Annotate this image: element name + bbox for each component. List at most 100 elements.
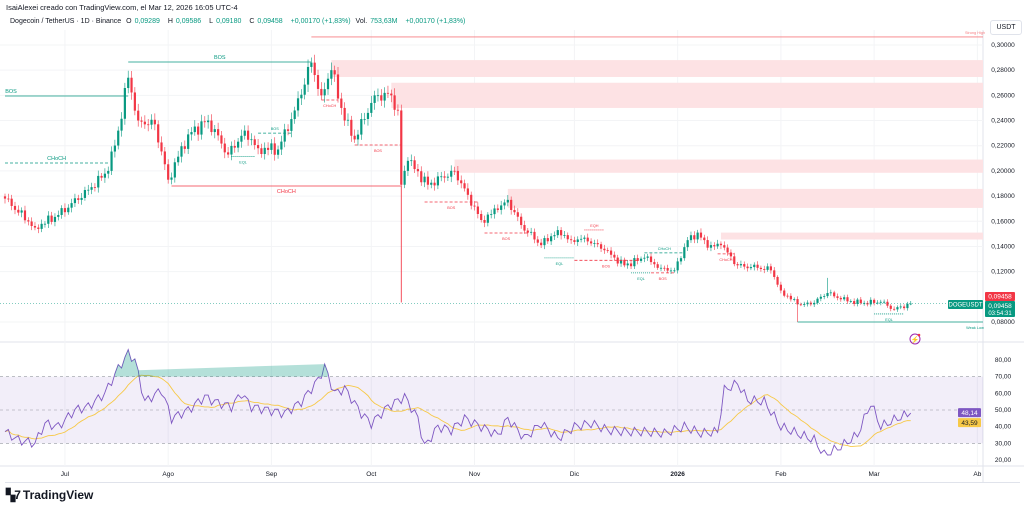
candle-down xyxy=(23,210,27,221)
structure-label: BOS xyxy=(659,277,667,281)
time-axis-label: Nov xyxy=(469,471,481,478)
candle-up xyxy=(170,177,173,180)
candle-down xyxy=(496,208,499,210)
candle-up xyxy=(646,256,649,258)
candle-down xyxy=(50,215,53,222)
open-label: O xyxy=(126,18,132,25)
candle-down xyxy=(320,88,323,96)
rsi-axis-label: 30,00 xyxy=(995,440,1012,447)
currency-button[interactable]: USDT xyxy=(990,20,1022,35)
candle-up xyxy=(47,215,50,224)
candle-down xyxy=(256,145,260,149)
candle-down xyxy=(77,198,80,200)
candle-up xyxy=(826,293,829,297)
volume-label: Vol. xyxy=(355,18,368,25)
rsi-axis-label: 40,00 xyxy=(995,424,1012,431)
candle-down xyxy=(536,239,539,243)
candle-up xyxy=(363,118,366,120)
candle-down xyxy=(653,262,656,265)
candle-down xyxy=(260,148,263,155)
structure-label: CHoCH xyxy=(658,247,671,251)
price-change: +0,00170 (+1,83%) xyxy=(290,18,351,25)
candle-down xyxy=(443,176,446,178)
candle-up xyxy=(659,267,663,269)
candle-down xyxy=(839,297,842,300)
candle-down xyxy=(386,92,390,94)
candle-down xyxy=(33,226,37,228)
candle-down xyxy=(746,266,749,269)
candle-down xyxy=(476,206,479,214)
candle-down xyxy=(416,169,420,172)
candle-up xyxy=(276,149,280,155)
time-axis-label: Sep xyxy=(266,471,278,478)
candle-up xyxy=(97,175,100,188)
candle-up xyxy=(446,176,449,178)
candle-up xyxy=(53,216,57,222)
symbol-title[interactable]: Dogecoin / TetherUS · 1D · Binance xyxy=(10,18,122,25)
time-axis-label: Ago xyxy=(162,471,174,478)
rsi-axis-label: 70,00 xyxy=(995,374,1012,381)
candle-down xyxy=(140,120,143,122)
candle-down xyxy=(137,110,140,121)
candle-down xyxy=(903,306,906,309)
candle-down xyxy=(603,248,606,251)
candle-up xyxy=(543,238,546,246)
candle-down xyxy=(789,295,792,300)
price-axis-label: 0,20000 xyxy=(991,168,1015,175)
candle-up xyxy=(243,130,246,136)
last-price-value: 0,09458 xyxy=(988,303,1012,310)
candle-up xyxy=(766,266,769,270)
candle-down xyxy=(30,221,33,227)
bar-countdown: 03:54:31 xyxy=(988,311,1012,317)
volume-number: 753,63M xyxy=(370,18,398,25)
candle-down xyxy=(420,171,423,183)
candle-down xyxy=(520,216,523,226)
candle-down xyxy=(157,124,160,143)
rsi-ma-badge: 43,59 xyxy=(961,420,978,427)
candle-down xyxy=(570,239,573,241)
candle-down xyxy=(699,232,703,238)
candle-down xyxy=(719,243,723,246)
candle-down xyxy=(846,297,849,302)
rsi-value-badge: 48,14 xyxy=(961,410,978,417)
candle-down xyxy=(143,121,146,125)
candle-down xyxy=(246,130,250,140)
candle-up xyxy=(73,198,77,204)
candle-down xyxy=(463,183,466,189)
order-block-zone xyxy=(454,159,983,173)
candle-up xyxy=(123,88,126,119)
candle-down xyxy=(776,276,779,285)
structure-label: EQL xyxy=(885,318,893,322)
close-value: C 0,09458 xyxy=(249,18,285,25)
candle-down xyxy=(796,299,799,305)
candle-up xyxy=(293,110,296,120)
structure-label: EQL xyxy=(239,160,247,164)
structure-label: BOS xyxy=(602,264,610,268)
candle-up xyxy=(360,119,363,135)
candle-up xyxy=(406,160,410,171)
candle-up xyxy=(503,202,506,206)
candle-up xyxy=(373,95,376,103)
candle-up xyxy=(626,263,629,266)
order-block-zone xyxy=(720,232,983,240)
tradingview-logo[interactable]: ▚7 TradingView xyxy=(6,488,93,502)
candle-up xyxy=(550,236,553,242)
candle-down xyxy=(729,252,733,257)
candle-up xyxy=(67,207,70,213)
candle-down xyxy=(693,235,696,240)
candle-up xyxy=(440,176,443,178)
order-block-zone xyxy=(331,60,984,77)
candle-up xyxy=(899,306,902,308)
candle-up xyxy=(110,151,113,171)
structure-label: BOS xyxy=(271,127,279,131)
candle-up xyxy=(530,231,533,233)
candle-up xyxy=(813,302,816,305)
candle-down xyxy=(589,241,593,244)
candle-down xyxy=(163,151,166,165)
candle-down xyxy=(100,175,103,178)
candle-down xyxy=(343,107,346,121)
structure-label: BOS xyxy=(214,55,226,61)
structure-label: EQL xyxy=(637,277,645,281)
candle-up xyxy=(346,119,350,121)
